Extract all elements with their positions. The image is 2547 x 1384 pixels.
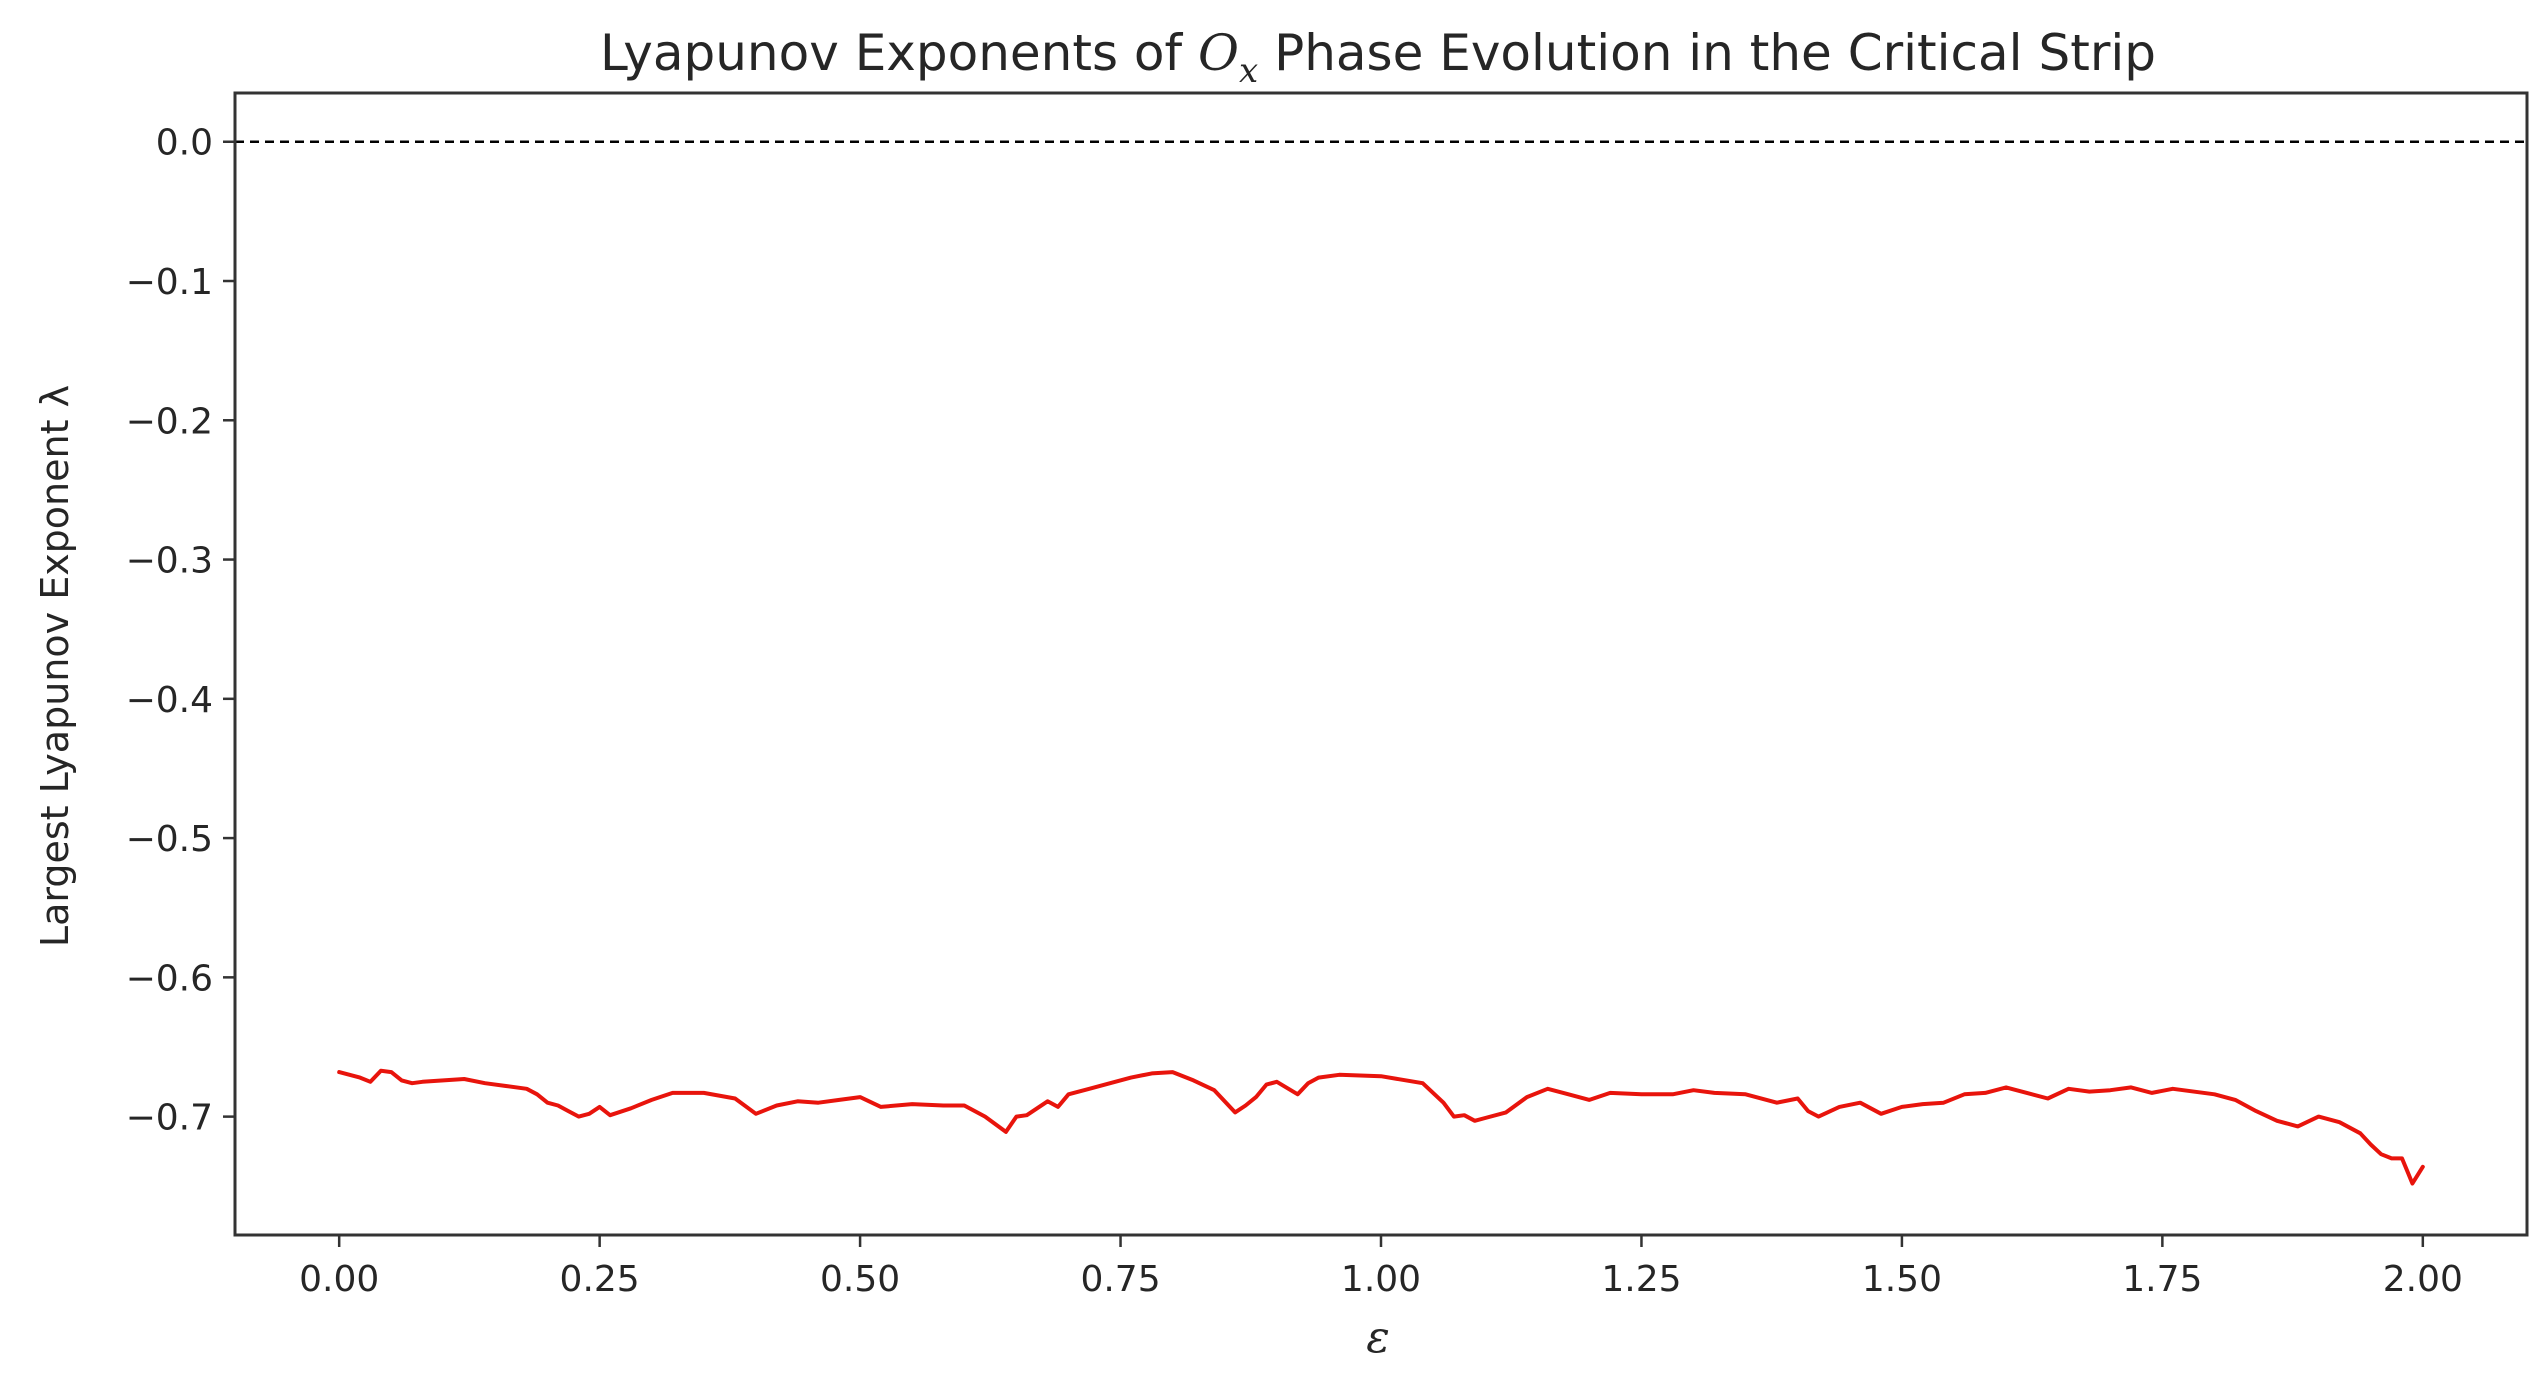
chart-title-prefix: Lyapunov Exponents of bbox=[600, 24, 1198, 82]
y-tick-label: −0.6 bbox=[126, 958, 213, 999]
x-tick-label: 1.00 bbox=[1341, 1259, 1421, 1300]
y-tick-label: −0.1 bbox=[126, 262, 213, 303]
chart-title-symbol: O bbox=[1198, 24, 1239, 82]
chart-title: Lyapunov Exponents of Ox Phase Evolution… bbox=[600, 24, 2156, 91]
chart-title-subscript: x bbox=[1239, 51, 1258, 91]
chart-title-suffix: Phase Evolution in the Critical Strip bbox=[1258, 24, 2156, 82]
x-tick-label: 0.00 bbox=[299, 1259, 379, 1300]
x-axis-label: ε bbox=[1366, 1312, 1390, 1363]
y-tick-label: −0.3 bbox=[126, 541, 213, 582]
x-tick-label: 1.25 bbox=[1601, 1259, 1681, 1300]
y-tick-label: −0.7 bbox=[126, 1098, 213, 1139]
series-line bbox=[337, 1068, 2425, 1186]
x-tick-label: 1.50 bbox=[1862, 1259, 1942, 1300]
y-tick-label: −0.5 bbox=[126, 819, 213, 860]
x-tick-label: 0.75 bbox=[1080, 1259, 1160, 1300]
y-tick-label: 0.0 bbox=[156, 123, 213, 164]
x-axis-ticks: 0.00 0.25 0.50 0.75 1.00 1.25 1.50 1.75 2.00 bbox=[299, 1235, 2463, 1300]
x-tick-label: 0.25 bbox=[560, 1259, 640, 1300]
y-axis-ticks: 0.0 −0.1 −0.2 −0.3 −0.4 −0.5 −0.6 −0.7 bbox=[126, 123, 235, 1139]
x-tick-label: 0.50 bbox=[820, 1259, 900, 1300]
x-tick-label: 2.00 bbox=[2383, 1259, 2463, 1300]
series-layer bbox=[337, 1068, 2425, 1186]
y-tick-label: −0.2 bbox=[126, 401, 213, 442]
y-tick-label: −0.4 bbox=[126, 680, 213, 721]
y-axis-label: Largest Lyapunov Exponent λ bbox=[33, 385, 77, 947]
x-tick-label: 1.75 bbox=[2122, 1259, 2202, 1300]
